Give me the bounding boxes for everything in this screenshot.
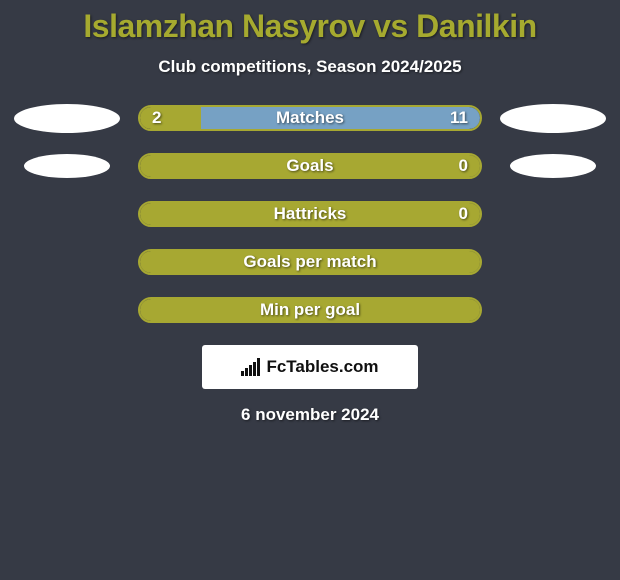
stat-bar-left-fill [140, 107, 201, 129]
subtitle-text: Club competitions, Season 2024/2025 [158, 57, 461, 76]
avatar-placeholder [14, 200, 120, 229]
stat-bar-left-fill [140, 251, 480, 273]
comparison-row: 2 Matches 11 [0, 105, 620, 131]
bar-chart-icon [241, 358, 260, 376]
stat-value-right: 11 [450, 107, 468, 129]
stat-bar: 2 Matches 11 [138, 105, 482, 131]
player-right-avatar [510, 154, 596, 178]
stat-bar: Goals per match [138, 249, 482, 275]
stat-value-right: 0 [459, 155, 468, 177]
avatar-placeholder [500, 296, 606, 325]
logo-text: FcTables.com [266, 357, 378, 377]
page-title: Islamzhan Nasyrov vs Danilkin [83, 8, 536, 44]
avatar-placeholder [500, 200, 606, 229]
date-row: 6 november 2024 [0, 405, 620, 425]
infographic-container: Islamzhan Nasyrov vs Danilkin Club compe… [0, 0, 620, 580]
comparison-row: Hattricks 0 [0, 201, 620, 227]
subtitle-row: Club competitions, Season 2024/2025 [0, 57, 620, 77]
stat-bar: Goals 0 [138, 153, 482, 179]
stat-bar-left-fill [140, 203, 480, 225]
title-row: Islamzhan Nasyrov vs Danilkin [0, 0, 620, 45]
fctables-logo[interactable]: FcTables.com [202, 345, 418, 389]
stat-bar-left-fill [140, 155, 480, 177]
stat-value-left: 2 [152, 107, 161, 129]
stat-bar: Hattricks 0 [138, 201, 482, 227]
comparison-rows: 2 Matches 11 Goals 0 [0, 105, 620, 323]
player-left-avatar [24, 154, 110, 178]
comparison-row: Goals per match [0, 249, 620, 275]
stat-value-right: 0 [459, 203, 468, 225]
stat-bar-left-fill [140, 299, 480, 321]
avatar-placeholder [14, 296, 120, 325]
avatar-placeholder [500, 248, 606, 277]
stat-bar-right-fill [201, 107, 480, 129]
player-left-avatar [14, 104, 120, 133]
comparison-row: Goals 0 [0, 153, 620, 179]
comparison-row: Min per goal [0, 297, 620, 323]
date-text: 6 november 2024 [241, 405, 379, 424]
avatar-placeholder [14, 248, 120, 277]
player-right-avatar [500, 104, 606, 133]
stat-bar: Min per goal [138, 297, 482, 323]
